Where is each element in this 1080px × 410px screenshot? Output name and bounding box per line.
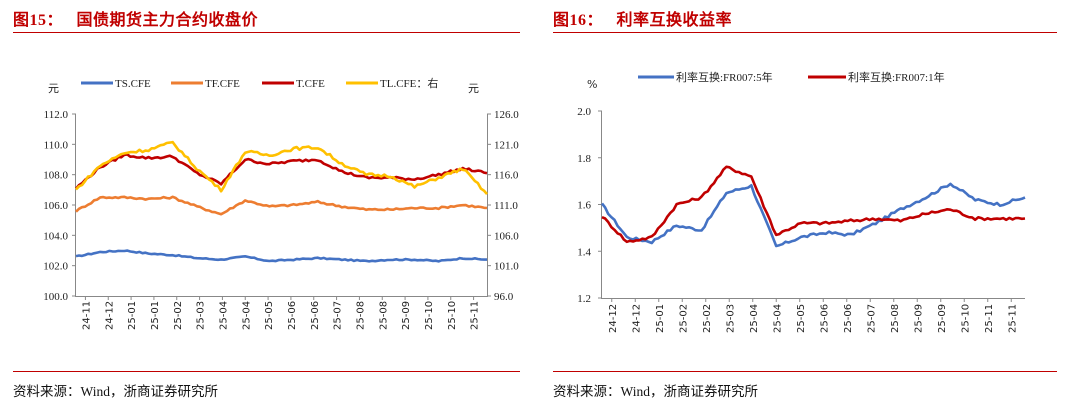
legend-label-irs-5y: 利率互换:FR007:5年 (676, 70, 773, 84)
x-axis: 24-11 24-12 25-01 25-01 25-02 25-03 25-04 25-04… (75, 296, 488, 330)
x-tick-label: 25-09 (401, 301, 412, 330)
x-tick-label: 25-07 (866, 304, 877, 333)
x-tick-label: 25-06 (843, 304, 854, 333)
y-tick-label: 104.0 (43, 230, 68, 242)
y-tick-label: 126.0 (494, 109, 519, 121)
x-tick-label: 25-03 (196, 301, 207, 330)
x-tick-label: 25-06 (819, 304, 830, 333)
x-tick-label: 25-07 (333, 301, 344, 330)
x-tick-label: 25-11 (1007, 304, 1018, 333)
legend-label-irs-1y: 利率互换:FR007:1年 (848, 70, 945, 84)
y-tick-label: 1.8 (577, 153, 591, 165)
x-tick-label: 25-05 (796, 304, 807, 333)
x-tick-label: 25-01 (127, 301, 138, 330)
y-tick-label: 110.0 (44, 139, 69, 151)
y-tick-label: 111.0 (494, 200, 518, 212)
footer-divider (13, 371, 520, 372)
y-tick-label: 106.0 (43, 200, 68, 212)
right-y-axis: 126.0 121.0 116.0 111.0 106.0 101.0 96.0 (487, 109, 519, 303)
right-unit-label: 元 (468, 82, 479, 95)
x-tick-label: 25-10 (447, 301, 458, 330)
y-tick-label: 2.0 (577, 106, 591, 118)
legend-label-ts: TS.CFE (115, 78, 151, 90)
x-tick-label: 24-12 (608, 304, 619, 333)
figure-16-title: 图16： 利率互换收益率 (553, 12, 733, 29)
y-tick-label: 1.6 (577, 200, 591, 212)
x-tick-label: 25-08 (378, 301, 389, 330)
chart-legend: % 利率互换:FR007:5年 利率互换:FR007:1年 (587, 70, 945, 91)
y-tick-label: 101.0 (494, 261, 519, 273)
figure-16-panel: 图16： 利率互换收益率 % 利率互换:FR007:5年 利率互换:FR007:… (540, 0, 1080, 410)
x-tick-label: 25-10 (424, 301, 435, 330)
x-axis: 24-12 24-12 25-01 25-02 25-02 25-03 25-04 25-04… (601, 298, 1025, 333)
x-tick-label: 25-05 (264, 301, 275, 330)
irs-chart: % 利率互换:FR007:5年 利率互换:FR007:1年 2.0 1.8 1.6 1… (577, 70, 1026, 333)
title-divider (13, 32, 520, 33)
unit-label: % (587, 78, 597, 91)
y-tick-label: 116.0 (494, 170, 519, 182)
y-tick-label: 106.0 (494, 230, 519, 242)
legend-label-tl: TL.CFE：右 (380, 76, 438, 90)
series-line (75, 140, 488, 195)
title-divider (553, 32, 1057, 33)
figure-15-source: 资料来源：Wind，浙商证券研究所 (13, 384, 218, 399)
series-line (601, 165, 1026, 244)
x-tick-label: 25-10 (960, 304, 971, 333)
x-tick-label: 25-04 (218, 301, 229, 330)
left-unit-label: 元 (48, 82, 59, 95)
x-tick-label: 25-02 (702, 304, 713, 333)
bond-futures-chart: 元 TS.CFE TF.CFE T.CFE TL.CFE：右 元 112.011… (43, 76, 519, 330)
x-tick-label: 24-12 (631, 304, 642, 333)
series-line (75, 195, 488, 216)
x-tick-label: 25-04 (749, 304, 760, 333)
x-tick-label: 25-06 (287, 301, 298, 330)
y-tick-label: 112.0 (44, 109, 69, 121)
y-tick-label: 1.4 (577, 246, 591, 258)
x-tick-label: 25-11 (470, 301, 481, 330)
y-tick-label: 108.0 (43, 170, 68, 182)
x-tick-label: 25-11 (984, 304, 995, 333)
x-tick-label: 25-01 (150, 301, 161, 330)
x-tick-label: 25-08 (890, 304, 901, 333)
y-tick-label: 1.2 (577, 293, 591, 305)
series-line (600, 182, 1026, 248)
x-tick-label: 25-06 (310, 301, 321, 330)
chart-legend: 元 TS.CFE TF.CFE T.CFE TL.CFE：右 元 (48, 76, 479, 95)
y-tick-label: 100.0 (43, 291, 68, 303)
y-axis: 2.0 1.8 1.6 1.4 1.2 (577, 106, 602, 305)
x-tick-label: 25-02 (678, 304, 689, 333)
y-tick-label: 121.0 (494, 139, 519, 151)
x-tick-label: 25-04 (772, 304, 783, 333)
legend-label-t: T.CFE (296, 78, 325, 90)
x-tick-label: 25-09 (913, 304, 924, 333)
series-lines (75, 140, 488, 263)
series-line (75, 249, 487, 263)
y-tick-label: 96.0 (494, 291, 514, 303)
left-y-axis: 112.0 110.0 108.0 106.0 104.0 102.0 100.0 (43, 109, 76, 303)
x-tick-label: 25-04 (241, 301, 252, 330)
x-tick-label: 25-01 (655, 304, 666, 333)
x-tick-label: 25-08 (355, 301, 366, 330)
x-tick-label: 24-11 (81, 301, 92, 330)
x-tick-label: 25-02 (173, 301, 184, 330)
x-tick-label: 25-09 (937, 304, 948, 333)
footer-divider (553, 371, 1057, 372)
figure-16-source: 资料来源：Wind，浙商证券研究所 (553, 384, 758, 399)
figure-15-title: 图15： 国债期货主力合约收盘价 (13, 12, 259, 29)
x-tick-label: 24-12 (104, 301, 115, 330)
figure-15-panel: 图15： 国债期货主力合约收盘价 元 TS.CFE TF.CFE T.CFE T… (13, 12, 520, 399)
series-lines (600, 165, 1026, 248)
legend-label-tf: TF.CFE (205, 78, 240, 90)
series-line (75, 153, 488, 190)
y-tick-label: 102.0 (43, 261, 68, 273)
x-tick-label: 25-03 (725, 304, 736, 333)
